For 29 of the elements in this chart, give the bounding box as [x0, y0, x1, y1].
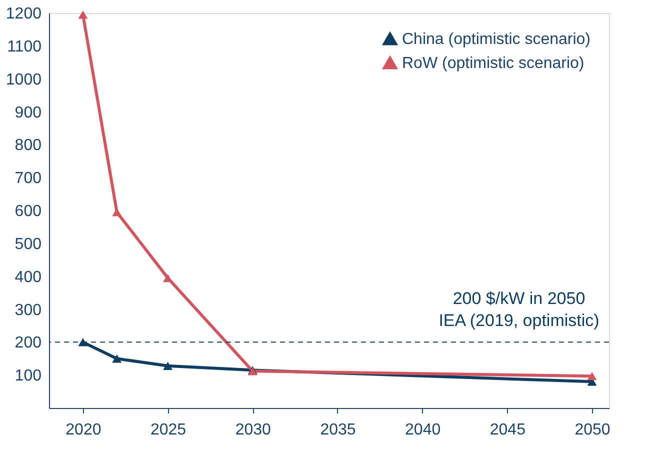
- y-tick-label: 900: [14, 104, 42, 122]
- x-tick-label: 2030: [235, 422, 272, 438]
- y-tick-label: 1000: [6, 71, 42, 88]
- point: [112, 208, 122, 216]
- point: [112, 354, 122, 363]
- ref-line-label: 200 $/kW in 2050 IEA (2019, optimistic): [438, 289, 600, 330]
- y-tick-label: 700: [14, 170, 42, 188]
- x-tick-label: 2035: [320, 422, 356, 438]
- y-tick-label: 500: [14, 236, 42, 253]
- x-tick-label: 2050: [574, 422, 610, 438]
- point: [163, 274, 173, 282]
- point: [78, 338, 88, 346]
- x-tick-label: 2045: [490, 422, 526, 438]
- point: [163, 362, 173, 370]
- y-tick-label: 1100: [7, 38, 42, 56]
- legend-label: China (optimistic scenario): [402, 31, 591, 48]
- y-tick-label: 1200: [6, 6, 42, 22]
- y-tick-label: 200: [14, 334, 42, 352]
- y-tick-label: 100: [14, 368, 42, 385]
- y-tick-label: 400: [14, 268, 42, 286]
- x-tick-label: 2025: [150, 422, 186, 438]
- point: [78, 10, 88, 19]
- legend-label: RoW (optimistic scenario): [402, 55, 584, 72]
- y-tick-label: 600: [14, 203, 42, 220]
- y-tick-label: 800: [14, 137, 42, 154]
- x-tick-label: 2020: [66, 422, 102, 438]
- y-tick-label: 300: [14, 302, 42, 319]
- x-tick-label: 2040: [405, 422, 441, 438]
- point: [587, 372, 597, 380]
